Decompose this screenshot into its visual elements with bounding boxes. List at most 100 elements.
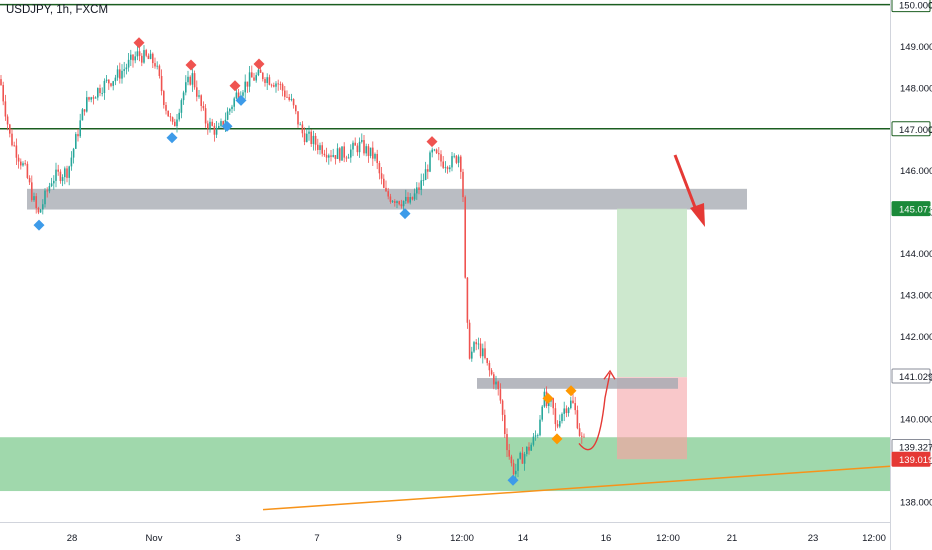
candle-body — [220, 121, 222, 127]
candle-body — [275, 83, 277, 87]
swing-marker — [185, 59, 197, 71]
candle-body — [50, 183, 53, 187]
candle-body — [453, 155, 455, 157]
y-tick-label: 148.000 — [900, 83, 932, 94]
trend-line — [262, 465, 891, 511]
candle-body — [523, 454, 526, 464]
candle-body — [512, 463, 515, 475]
candle-body — [182, 92, 185, 101]
target-zone — [617, 208, 687, 378]
candle-body — [466, 277, 469, 323]
swing-marker — [229, 80, 241, 92]
candle-body — [264, 79, 266, 83]
price-label-box — [891, 201, 931, 217]
candle-body — [361, 140, 363, 142]
candle-body — [435, 149, 438, 154]
candle-body — [367, 146, 370, 156]
candle-body — [211, 121, 213, 126]
candle-body — [132, 54, 134, 61]
candle-body — [581, 435, 583, 437]
candle-body — [0, 79, 2, 86]
candle-body — [209, 121, 211, 129]
candle-body — [262, 72, 264, 80]
candle-body — [438, 153, 440, 155]
candle-body — [123, 69, 125, 71]
candle-body — [66, 168, 68, 178]
candle-body — [160, 75, 163, 92]
candle-body — [4, 101, 7, 117]
candle-body — [273, 85, 275, 87]
candle-body — [248, 72, 251, 87]
candle-body — [251, 72, 253, 78]
candle-body — [90, 97, 92, 100]
candle-body — [477, 343, 480, 345]
candle-body — [279, 84, 282, 85]
x-tick-label: 23 — [808, 533, 819, 544]
candle-body — [237, 92, 240, 99]
candle-body — [515, 470, 517, 475]
candle-body — [33, 196, 35, 201]
support-zone — [0, 437, 890, 492]
x-tick-label: 12:00 — [656, 533, 680, 544]
price-label: 141.029 — [899, 372, 932, 383]
candle-body — [418, 187, 420, 190]
candle-body — [339, 148, 341, 161]
candle-body — [121, 70, 123, 79]
candle-body — [259, 69, 262, 73]
candle-body — [567, 408, 570, 414]
x-tick-label: 28 — [67, 533, 78, 544]
swing-marker — [166, 132, 178, 144]
candle-body — [213, 125, 216, 135]
y-tick-label: 144.000 — [900, 249, 932, 260]
swing-marker — [235, 94, 247, 106]
candle-body — [222, 121, 224, 126]
price-label: 145.071 — [899, 205, 932, 216]
candle-body — [39, 209, 42, 213]
candle-body — [422, 180, 425, 181]
candle-body — [257, 69, 260, 76]
candle-body — [185, 82, 187, 93]
stop-zone-overlap — [617, 437, 687, 460]
candle-body — [328, 155, 330, 158]
candles — [0, 44, 585, 480]
candle-body — [202, 105, 205, 109]
candle-body — [398, 201, 400, 205]
candle-body — [101, 93, 103, 94]
swing-marker — [565, 385, 577, 397]
candle-body — [114, 77, 117, 82]
candle-body — [576, 410, 579, 429]
candle-body — [374, 154, 376, 159]
candle-body — [548, 401, 550, 407]
candle-body — [57, 169, 59, 172]
candle-body — [306, 133, 308, 142]
candle-body — [295, 105, 297, 112]
swing-marker — [542, 392, 554, 404]
candle-body — [508, 450, 510, 457]
candle-body — [138, 51, 141, 56]
candle-body — [468, 322, 471, 359]
candle-body — [563, 408, 565, 414]
candle-body — [171, 117, 174, 122]
candle-body — [156, 65, 158, 67]
candle-body — [517, 458, 519, 471]
candle-body — [554, 408, 557, 425]
candle-body — [277, 83, 279, 85]
candle-body — [97, 88, 99, 98]
candle-body — [402, 200, 405, 207]
plot-area — [0, 0, 890, 522]
candle-body — [506, 434, 508, 451]
candle-body — [537, 435, 539, 437]
candle-body — [246, 81, 249, 87]
x-tick-label: 21 — [727, 533, 738, 544]
candle-body — [88, 97, 90, 100]
candle-body — [108, 79, 110, 84]
candle-body — [37, 207, 40, 213]
candle-body — [42, 204, 44, 210]
x-tick-label: 12:00 — [450, 533, 474, 544]
candle-body — [13, 145, 15, 147]
candle-body — [6, 116, 9, 125]
candle-body — [376, 154, 378, 164]
candle-body — [284, 90, 286, 97]
candle-body — [314, 135, 317, 145]
